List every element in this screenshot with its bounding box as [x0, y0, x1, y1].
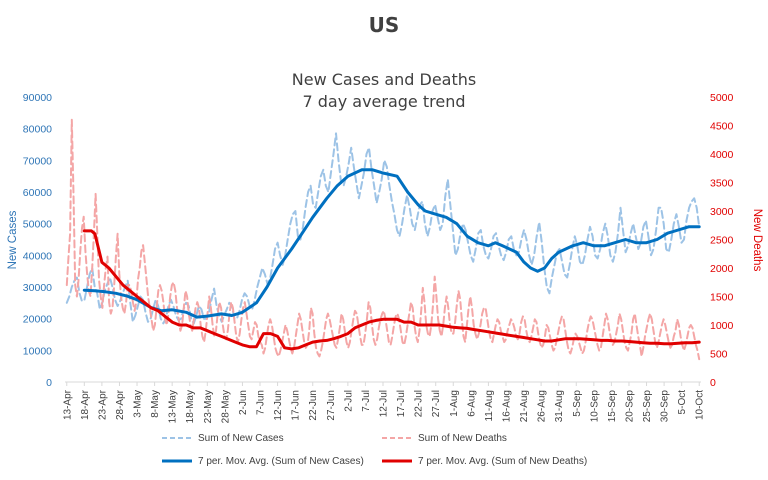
x-tick-label: 15-Sep [607, 390, 618, 423]
chart-title: US [369, 13, 400, 37]
y-left-tick-label: 0 [46, 377, 52, 389]
y-axis-right-ticks: 0 500 1000 1500 2000 2500 3000 3500 4000 4500 5000 [710, 92, 734, 389]
x-tick-label: 22-Jul [414, 390, 425, 417]
y-left-tick-label: 80000 [23, 124, 52, 136]
y-right-tick-label: 3500 [710, 178, 734, 190]
x-tick-label: 28-Apr [115, 389, 126, 420]
x-tick-label: 8-May [150, 390, 161, 418]
y-left-tick-label: 60000 [23, 187, 52, 199]
x-tick-label: 6-Aug [466, 390, 477, 417]
series-deaths-daily [65, 118, 701, 361]
y-right-tick-label: 2500 [710, 235, 734, 247]
x-tick-label: 18-Apr [80, 389, 91, 420]
series-layer [65, 118, 701, 361]
x-tick-label: 5-Oct [677, 390, 688, 415]
x-tick-label: 12-Jun [273, 390, 284, 421]
x-tick-label: 28-May [220, 390, 231, 423]
y-right-tick-label: 500 [710, 349, 728, 361]
y-right-tick-label: 0 [710, 377, 716, 389]
x-tick-label: 20-Sep [624, 390, 635, 423]
x-tick-label: 12-Jul [379, 390, 390, 417]
x-tick-label: 1-Aug [449, 390, 460, 417]
y-left-tick-label: 50000 [23, 219, 52, 231]
x-tick-label: 21-Aug [519, 390, 530, 422]
y-left-tick-label: 10000 [23, 345, 52, 357]
chart-subtitle-line-1: New Cases and Deaths [292, 70, 476, 89]
x-tick-label: 11-Aug [484, 390, 495, 422]
y-axis-left-label: New Cases [7, 210, 19, 269]
x-tick-label: 18-May [185, 390, 196, 423]
x-tick-label: 13-Apr [62, 389, 73, 420]
y-right-tick-label: 3000 [710, 206, 734, 218]
series-deaths-avg [82, 229, 701, 351]
y-right-tick-label: 4500 [710, 121, 734, 133]
x-tick-label: 10-Sep [589, 390, 600, 423]
x-tick-label: 2-Jun [238, 390, 249, 415]
x-tick-label: 27-Jun [326, 390, 337, 421]
legend-item: Sum of New Deaths [382, 433, 507, 444]
x-tick-label: 10-Oct [695, 390, 706, 420]
y-right-tick-label: 5000 [710, 92, 734, 104]
y-right-tick-label: 2000 [710, 263, 734, 275]
x-tick-label: 2-Jul [343, 390, 354, 412]
y-left-tick-label: 90000 [23, 92, 52, 104]
legend: Sum of New Cases Sum of New Deaths 7 per. … [162, 433, 587, 467]
y-left-tick-label: 30000 [23, 282, 52, 294]
legend-item: 7 per. Mov. Avg. (Sum of New Deaths) [382, 456, 587, 467]
x-tick-label: 30-Sep [660, 390, 671, 423]
x-tick-label: 27-Jul [431, 390, 442, 417]
x-tick-label: 25-Sep [642, 390, 653, 423]
y-axis-left-ticks: 0 10000 20000 30000 40000 50000 60000 70000 8000… [23, 92, 52, 389]
y-axis-right-label: New Deaths [751, 209, 763, 272]
y-right-tick-label: 1500 [710, 292, 734, 304]
x-axis-ticks: 13-Apr 18-Apr 23-Apr 28-Apr 3-May 8-May 13-May… [62, 382, 706, 423]
x-tick-label: 26-Aug [537, 390, 548, 422]
x-tick-label: 3-May [133, 390, 144, 418]
legend-item: Sum of New Cases [162, 433, 284, 444]
x-tick-label: 7-Jun [256, 390, 267, 415]
x-tick-label: 17-Jul [396, 390, 407, 417]
legend-label: 7 per. Mov. Avg. (Sum of New Deaths) [418, 456, 587, 467]
chart-subtitle-line-2: 7 day average trend [302, 92, 465, 111]
y-left-tick-label: 70000 [23, 155, 52, 167]
y-right-tick-label: 1000 [710, 320, 734, 332]
x-tick-label: 16-Aug [501, 390, 512, 422]
x-tick-label: 23-May [203, 390, 214, 423]
x-tick-label: 23-Apr [97, 389, 108, 420]
legend-label: Sum of New Deaths [418, 433, 507, 444]
legend-label: Sum of New Cases [198, 433, 284, 444]
series-cases-avg [82, 168, 701, 319]
y-right-tick-label: 4000 [710, 149, 734, 161]
y-left-tick-label: 20000 [23, 314, 52, 326]
x-tick-label: 13-May [168, 390, 179, 423]
legend-label: 7 per. Mov. Avg. (Sum of New Cases) [198, 456, 364, 467]
legend-item: 7 per. Mov. Avg. (Sum of New Cases) [162, 456, 364, 467]
x-tick-label: 17-Jun [291, 390, 302, 421]
x-tick-label: 22-Jun [308, 390, 319, 421]
x-tick-label: 31-Aug [554, 390, 565, 422]
x-tick-label: 5-Sep [572, 390, 583, 417]
y-left-tick-label: 40000 [23, 250, 52, 262]
x-tick-label: 7-Jul [361, 390, 372, 412]
